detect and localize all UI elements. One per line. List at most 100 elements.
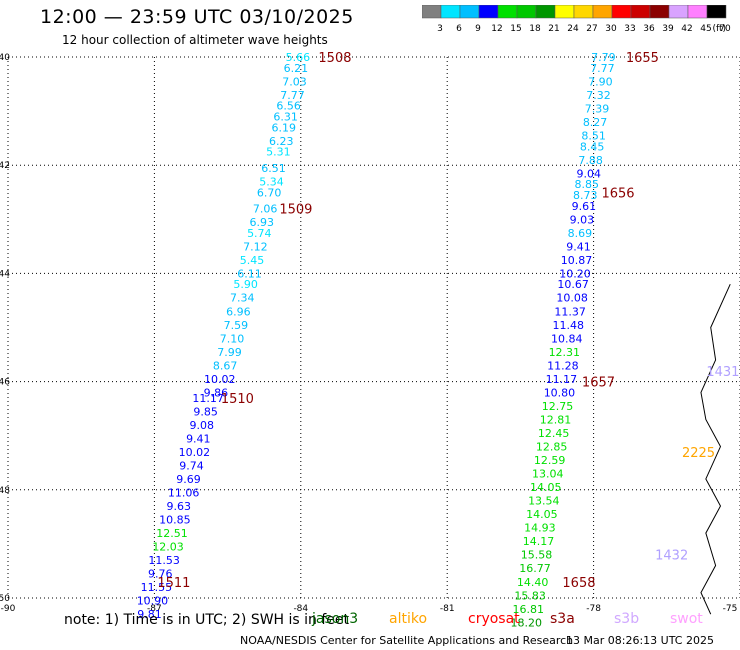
wave-height-label: 5.45 [240,254,265,267]
wave-height-label: 9.04 [576,167,601,180]
colorbar-tick-label: 3 [437,24,443,34]
wave-height-label: 9.41 [186,432,211,445]
wave-height-label: 5.31 [266,146,291,159]
wave-height-label: 7.39 [585,102,610,115]
wave-height-label: 6.19 [271,121,296,134]
wave-height-label: 15.58 [521,549,553,562]
pass-time-label: 2225 [682,446,715,461]
lon-axis-label: -78 [586,604,601,614]
colorbar-tick-label: 27 [586,24,597,34]
lat-axis-label: -44 [0,269,10,279]
wave-height-label: 7.99 [217,346,242,359]
wave-height-label: 7.03 [282,75,307,88]
wave-height-label: 12.31 [549,346,581,359]
wave-height-label: 11.37 [554,305,586,318]
wave-height-label: 16.77 [519,562,551,575]
colorbar-tick-label: 6 [456,24,462,34]
colorbar: 3 6 9 12 15 18 21 24 27 30 33 36 39 42 45 70(ft) [422,5,731,34]
colorbar-tick-label: 70 [719,24,731,34]
pass-time-label: 1658 [562,576,595,591]
wave-height-label: 5.74 [247,227,272,240]
wave-height-label: 14.17 [523,535,555,548]
colorbar-tick-label: 18 [529,24,541,34]
wave-height-label: 10.90 [137,595,169,608]
legend-cryosat: cryosat [468,611,520,627]
wave-height-label: 9.03 [570,213,595,226]
wave-height-label: 7.77 [280,89,305,102]
colorbar-tick-label: 24 [567,24,579,34]
colorbar-tick-label: 15 [510,24,521,34]
wave-height-label: 14.40 [517,576,549,589]
lon-axis-label: -84 [293,604,308,614]
legend-s3b: s3b [614,611,640,627]
pass-time-label: 1657 [582,376,615,391]
coastline [700,284,731,615]
wave-height-label: 11.17 [546,373,578,386]
lon-axis-label: -87 [147,604,162,614]
wave-height-label: 12.45 [538,427,570,440]
wave-height-label: 6.93 [250,216,275,229]
wave-height-label: 10.80 [544,386,576,399]
pass-time-label: 1511 [157,576,190,591]
wave-height-label: 9.86 [204,386,229,399]
wave-height-label: 12.85 [536,441,568,454]
wave-height-label: 9.08 [189,419,214,432]
colorbar-tick-label: 45 [700,24,711,34]
colorbar-tick-label: 39 [662,24,674,34]
wave-height-label: 14.05 [530,481,562,494]
pass-time-label: 1509 [279,202,312,217]
wave-height-label: 7.06 [253,202,278,215]
pass-time-label: 1432 [655,549,688,564]
wave-height-label: 8.73 [573,189,598,202]
wave-height-label: 10.08 [556,292,588,305]
wave-height-label: 8.67 [213,359,238,372]
wave-height-label: 10.84 [551,332,583,345]
wave-height-label: 9.63 [167,500,192,513]
wave-height-label: 13.54 [528,495,560,508]
wave-height-label: 11.55 [141,581,173,594]
wave-height-label: 8.27 [583,116,608,129]
lat-axis-label: -50 [0,594,10,604]
wave-height-label: 9.69 [176,473,201,486]
lat-axis-label: -46 [0,378,10,388]
wave-height-label: 9.61 [572,200,597,213]
wave-height-label: 8.51 [581,129,606,142]
lat-axis-label: -40 [0,53,10,63]
wave-height-label: 18.20 [511,616,543,629]
lon-axis-label: -81 [440,604,455,614]
wave-height-label: 14.05 [526,508,558,521]
pass-time-label: 1508 [318,51,351,66]
wave-height-label: 7.59 [224,319,249,332]
colorbar-tick-label: 42 [681,24,692,34]
pass-time-label: 1655 [626,51,659,66]
wave-height-label: 11.53 [148,554,180,567]
wave-height-label: 6.70 [257,186,282,199]
wave-height-label: 12.59 [534,454,566,467]
wave-height-label: 5.66 [286,51,311,64]
wave-height-label: 11.17 [192,392,224,405]
wave-height-label: 11.48 [552,319,584,332]
wave-height-label: 10.20 [559,267,591,280]
wave-height-label: 12.51 [156,527,188,540]
colorbar-tick-label: 36 [643,24,655,34]
wave-height-label: 8.45 [580,140,605,153]
wave-height-label: 14.93 [524,522,556,535]
legend-altiko: altiko [389,611,428,627]
wave-height-label: 10.02 [179,446,211,459]
wave-height-label: 9.41 [566,240,591,253]
wave-height-label: 9.74 [179,459,204,472]
wave-height-label: 6.21 [284,62,309,75]
credit-line: NOAA/NESDIS Center for Satellite Applica… [240,634,574,647]
lat-axis-label: -48 [0,486,10,496]
wave-height-label: 7.90 [588,75,613,88]
lat-axis-label: -42 [0,161,10,171]
wave-height-label: 7.12 [243,240,268,253]
wave-height-label: 9.85 [193,405,218,418]
wave-height-label: 6.56 [276,100,301,113]
wave-height-label: 15.83 [514,589,546,602]
wave-height-label: 6.51 [261,162,286,175]
colorbar-tick-label: 33 [624,24,635,34]
colorbar-tick-label: 30 [605,24,617,34]
wave-height-label: 10.85 [159,514,191,527]
wave-height-label: 7.79 [591,51,616,64]
